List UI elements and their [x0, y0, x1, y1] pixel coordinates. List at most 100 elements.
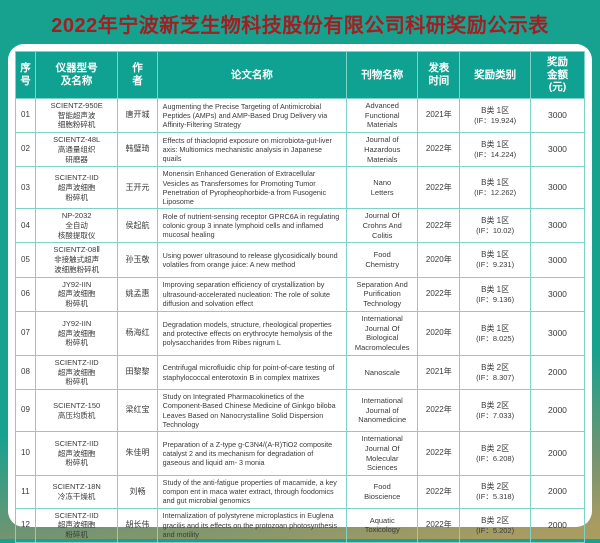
cell-journal: Aquatic Toxicology: [346, 507, 419, 543]
award-impact-factor: (IF：19.924): [474, 115, 517, 125]
cell-award-class: B类 2区 (IF：5.318): [459, 475, 531, 509]
cell-publish-year: 2022年: [417, 132, 461, 168]
cell-publish-year: 2022年: [417, 208, 461, 244]
cell-journal: Food Chemistry: [346, 242, 419, 278]
cell-publish-year: 2022年: [417, 507, 461, 543]
cell-paper-title: Improving separation efficiency of cryst…: [156, 276, 348, 312]
cell-award-class: B类 2区 (IF：8.307): [459, 354, 531, 391]
cell-award-amount: 2000: [529, 354, 586, 391]
page-title: 2022年宁波新芝生物科技股份有限公司科研奖励公示表: [51, 15, 549, 37]
cell-journal: International Journal Of Molecular Scien…: [346, 431, 419, 477]
cell-author: 侯起航: [117, 208, 158, 244]
cell-award-class: B类 1区 (IF：8.025): [459, 310, 531, 356]
cell-award-amount: 3000: [529, 132, 586, 168]
cell-paper-title: Monensin Enhanced Generation of Extracel…: [156, 166, 348, 210]
cell-paper-title: Augmenting the Precise Targeting of Anti…: [156, 97, 348, 134]
cell-author: 韩璧琦: [117, 132, 158, 168]
cell-instrument: SCIENTZ-IID 超声波细胞 粉碎机: [34, 354, 119, 391]
award-impact-factor: (IF：7.033): [476, 410, 515, 420]
cell-serial: 02: [15, 132, 36, 168]
cell-serial: 09: [15, 389, 36, 433]
table-row: 02 SCIENTZ-48L 高通量组织 研磨器 韩璧琦 Effects of thi…: [15, 132, 586, 168]
award-impact-factor: (IF：5.202): [476, 525, 515, 535]
cell-paper-title: Centrifugal microfluidic chip for point-…: [156, 354, 348, 391]
cell-journal: Journal of Hazardous Materials: [346, 132, 419, 168]
cell-paper-title: Study on Integrated Pharmacokinetics of …: [156, 389, 348, 433]
cell-award-amount: 3000: [529, 97, 586, 134]
cell-award-amount: 3000: [529, 242, 586, 278]
award-class-label: B类 1区: [481, 216, 510, 226]
award-class-label: B类 1区: [481, 178, 510, 188]
table-row: 08 SCIENTZ-IID 超声波细胞 粉碎机 田黎黎 Centrifugal mi…: [15, 354, 586, 391]
award-class-label: B类 2区: [481, 362, 510, 372]
award-impact-factor: (IF：14.224): [474, 149, 517, 159]
cell-serial: 06: [15, 276, 36, 312]
cell-publish-year: 2022年: [417, 389, 461, 433]
cell-journal: Nanoscale: [346, 354, 419, 391]
award-impact-factor: (IF：6.208): [476, 453, 515, 463]
awards-table: 序 号仪器型号 及名称作 者论文名称 刊物名称 发表 时间 奖励类别 奖励 金额 (元)…: [15, 51, 586, 543]
cell-instrument: SCIENTZ-150 高压均质机: [34, 389, 119, 433]
cell-journal: Advanced Functional Materials: [346, 97, 419, 134]
cell-serial: 03: [15, 166, 36, 210]
cell-award-class: B类 2区 (IF：5.202): [459, 507, 531, 543]
cell-journal: Nano Letters: [346, 166, 419, 210]
award-impact-factor: (IF：8.025): [476, 333, 515, 343]
cell-author: 孙玉敬: [117, 242, 158, 278]
table-row: 06 JY92-IIN 超声波细胞 粉碎机 姚孟惠 Improving separat…: [15, 276, 586, 312]
table-row: 10 SCIENTZ-IID 超声波细胞 粉碎机 朱佳明 Preparation of…: [15, 431, 586, 477]
award-class-label: B类 1区: [481, 105, 510, 115]
cell-author: 唐开城: [117, 97, 158, 134]
table-row: 12 SCIENTZ-IID 超声波细胞 粉碎机 胡长伟 Internalizatio…: [15, 507, 586, 543]
award-class-label: B类 1区: [481, 323, 510, 333]
cell-serial: 04: [15, 208, 36, 244]
cell-award-class: B类 1区 (IF：10.02): [459, 208, 531, 244]
award-impact-factor: (IF：9.231): [476, 260, 515, 270]
cell-author: 王开元: [117, 166, 158, 210]
table-row: 03 SCIENTZ-IID 超声波细胞 粉碎机 王开元 Monensin Enhan…: [15, 166, 586, 210]
award-class-label: B类 1区: [481, 139, 510, 149]
cell-author: 刘畅: [117, 475, 158, 509]
cell-paper-title: Degradation models, structure, rheologic…: [156, 310, 348, 356]
award-class-label: B类 2区: [481, 443, 510, 453]
cell-serial: 05: [15, 242, 36, 278]
award-class-label: B类 2区: [481, 482, 510, 492]
award-class-label: B类 2区: [481, 400, 510, 410]
cell-paper-title: Internalization of polystyrene microplas…: [156, 507, 348, 543]
cell-award-amount: 3000: [529, 166, 586, 210]
cell-author: 姚孟惠: [117, 276, 158, 312]
award-impact-factor: (IF：12.262): [474, 188, 517, 198]
award-class-label: B类 1区: [481, 250, 510, 260]
table-row: 09 SCIENTZ-150 高压均质机 梁红宝 Study on Integrate…: [15, 389, 586, 433]
cell-instrument: JY92-IIN 超声波细胞 粉碎机: [34, 310, 119, 356]
table-row: 04 NP-2032 全自动 核酸提取仪 侯起航 Role of nutrient-s…: [15, 208, 586, 244]
award-class-label: B类 2区: [481, 515, 510, 525]
cell-author: 朱佳明: [117, 431, 158, 477]
award-impact-factor: (IF：8.307): [476, 372, 515, 382]
cell-journal: Separation And Purification Technology: [346, 276, 419, 312]
cell-publish-year: 2022年: [417, 166, 461, 210]
cell-award-class: B类 1区 (IF：14.224): [459, 132, 531, 168]
column-header: 发表 时间: [417, 51, 461, 99]
cell-publish-year: 2022年: [417, 475, 461, 509]
cell-award-class: B类 1区 (IF：9.136): [459, 276, 531, 312]
cell-author: 胡长伟: [117, 507, 158, 543]
cell-publish-year: 2022年: [417, 431, 461, 477]
cell-award-amount: 3000: [529, 208, 586, 244]
cell-instrument: NP-2032 全自动 核酸提取仪: [34, 208, 119, 244]
cell-instrument: SCIENTZ-48L 高通量组织 研磨器: [34, 132, 119, 168]
award-impact-factor: (IF：10.02): [476, 226, 515, 236]
cell-serial: 10: [15, 431, 36, 477]
cell-award-amount: 2000: [529, 431, 586, 477]
cell-publish-year: 2021年: [417, 97, 461, 134]
cell-author: 杨海红: [117, 310, 158, 356]
cell-journal: Food Bioscience: [346, 475, 419, 509]
award-impact-factor: (IF：5.318): [476, 492, 515, 502]
cell-instrument: SCIENTZ-08Ⅱ 非接触式超声 波细胞粉碎机: [34, 242, 119, 278]
column-header: 作 者: [117, 51, 158, 99]
cell-serial: 11: [15, 475, 36, 509]
cell-paper-title: Study of the anti-fatigue properties of …: [156, 475, 348, 509]
cell-journal: Journal Of Crohns And Colitis: [346, 208, 419, 244]
cell-instrument: JY92-IIN 超声波细胞 粉碎机: [34, 276, 119, 312]
table-row: 01 SCIENTZ-950E 智能超声波 细胞粉碎机 唐开城 Augmenting …: [15, 97, 586, 134]
